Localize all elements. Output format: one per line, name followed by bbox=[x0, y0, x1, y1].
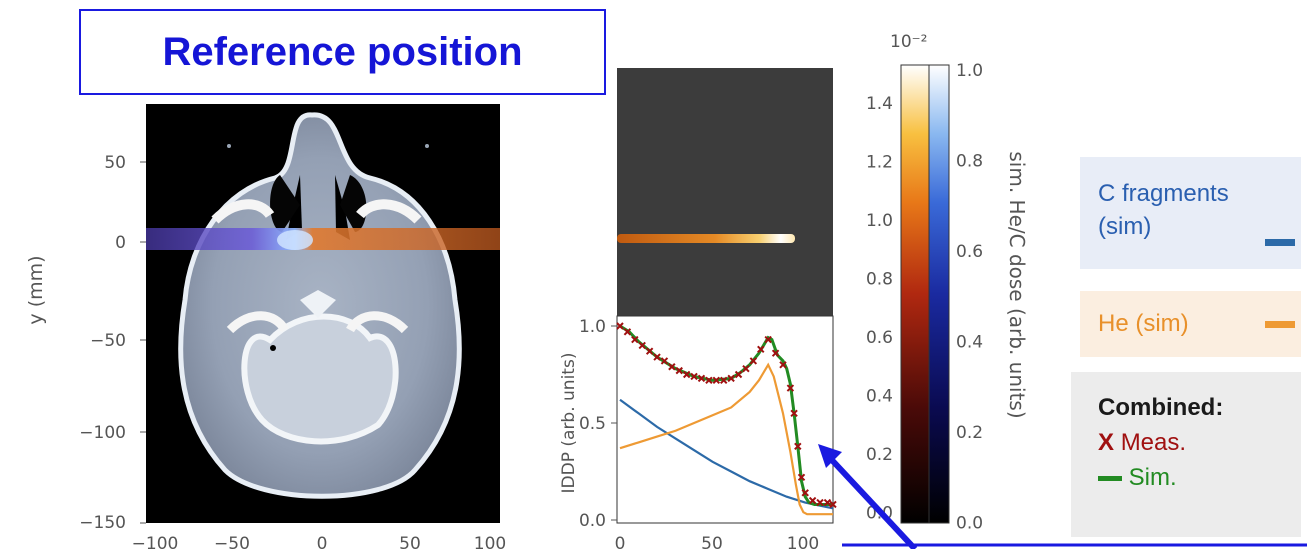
legend-he-swatch bbox=[1265, 321, 1295, 328]
colorbar-right-tick: 1.0 bbox=[956, 61, 983, 81]
meas-point bbox=[749, 357, 758, 365]
colorbar-left-tick: 1.0 bbox=[866, 211, 893, 231]
meas-point bbox=[616, 322, 624, 330]
series-line-sim bbox=[619, 324, 833, 506]
meas-point bbox=[734, 370, 743, 379]
meas-point bbox=[808, 496, 817, 505]
ct-axes: 50 0 −50 −100 −150 −100 −50 0 50 100 y (… bbox=[25, 153, 506, 549]
colorbar-right-tick: 0.2 bbox=[956, 423, 983, 443]
legend-meas-label: Meas. bbox=[1120, 429, 1187, 456]
legend-c-label: C fragments bbox=[1098, 180, 1229, 207]
colorbar: 10⁻² 1.4 1.2 1.0 0.8 0.6 0.4 0.2 0.0 1.0 0.8 0.6 0… bbox=[866, 32, 1029, 534]
colorbar-right-tick: 0.8 bbox=[956, 152, 983, 172]
meas-point bbox=[786, 384, 795, 392]
meas-point bbox=[794, 442, 802, 450]
legend-c-label-2: (sim) bbox=[1098, 213, 1152, 240]
meas-point bbox=[712, 376, 721, 385]
ct-xtick: 50 bbox=[399, 534, 421, 549]
meas-point bbox=[720, 376, 728, 385]
colorbar-left-tick: 0.2 bbox=[866, 445, 893, 465]
legend-combined-title: Combined: bbox=[1098, 394, 1224, 421]
meas-point bbox=[705, 376, 713, 385]
ct-ytick: −150 bbox=[79, 513, 126, 533]
iddp-ytick: 0.5 bbox=[579, 414, 606, 434]
ct-ytick: −50 bbox=[90, 331, 126, 351]
meas-point bbox=[675, 366, 683, 375]
ct-ytick: 0 bbox=[115, 233, 126, 253]
iddp-ylabel: IDDP (arb. units) bbox=[559, 353, 579, 494]
ct-xtick: 100 bbox=[474, 534, 506, 549]
pointer-arrow bbox=[818, 444, 1307, 549]
ct-ylabel: y (mm) bbox=[25, 255, 47, 324]
meas-point bbox=[771, 349, 780, 357]
meas-point bbox=[790, 409, 798, 418]
legend-meas: X Meas. bbox=[1098, 425, 1301, 460]
meas-point bbox=[742, 364, 750, 373]
ct-xtick: −50 bbox=[214, 534, 250, 549]
colorbar-right-tick: 0.6 bbox=[956, 242, 983, 262]
meas-point bbox=[645, 347, 654, 355]
iddp-ytick: 1.0 bbox=[579, 317, 606, 337]
meas-point bbox=[631, 335, 639, 344]
series-line-he-sim bbox=[619, 362, 833, 516]
series-layer bbox=[616, 322, 837, 516]
meas-point bbox=[757, 345, 765, 353]
legend-he: He (sim) bbox=[1080, 291, 1301, 357]
ct-ytick: −100 bbox=[79, 423, 126, 443]
colorbar-right-tick: 0.4 bbox=[956, 333, 983, 353]
colorbar-left-tick: 0.6 bbox=[866, 328, 893, 348]
iddp-xtick: 50 bbox=[701, 534, 723, 549]
meas-point bbox=[653, 353, 661, 361]
colorbar-left-tick: 0.8 bbox=[866, 270, 893, 290]
legend-c-fragments: C fragments (sim) bbox=[1080, 157, 1301, 269]
meas-point bbox=[779, 361, 787, 369]
iddp-chart: 1.0 0.5 0.0 0 50 100 IDDP (arb. units) bbox=[559, 315, 837, 549]
dose-map bbox=[617, 68, 833, 316]
meas-point bbox=[727, 374, 735, 383]
colorbar-left-tick: 0.4 bbox=[866, 387, 893, 407]
meas-point bbox=[660, 357, 669, 365]
meas-point bbox=[764, 335, 772, 344]
meas-x-marker: X bbox=[1098, 429, 1115, 456]
series-line-c-fragments-sim bbox=[619, 398, 834, 510]
figure-title: Reference position bbox=[79, 9, 606, 95]
meas-point bbox=[638, 341, 646, 350]
iddp-xtick: 0 bbox=[615, 534, 626, 549]
ct-xtick: −100 bbox=[132, 534, 179, 549]
ct-ytick: 50 bbox=[104, 153, 126, 173]
meas-point bbox=[829, 500, 837, 509]
colorbar-label: sim. He/C dose (arb. units) bbox=[1005, 151, 1029, 418]
legend-combined: Combined: X Meas. Sim. bbox=[1071, 372, 1301, 537]
legend-he-label: He (sim) bbox=[1098, 310, 1189, 337]
meas-point bbox=[801, 489, 809, 497]
legend-sim: Sim. bbox=[1098, 460, 1301, 495]
meas-point bbox=[797, 473, 806, 482]
meas-point bbox=[816, 498, 824, 507]
meas-point bbox=[682, 370, 691, 379]
sim-line-marker bbox=[1098, 476, 1122, 482]
iddp-ytick: 0.0 bbox=[579, 511, 606, 531]
ct-image bbox=[146, 104, 500, 523]
iddp-xtick: 100 bbox=[787, 534, 819, 549]
legend-sim-label: Sim. bbox=[1128, 464, 1177, 491]
meas-point bbox=[697, 374, 706, 383]
colorbar-right-tick: 0.0 bbox=[956, 514, 983, 534]
meas-point bbox=[668, 363, 676, 371]
colorbar-exponent: 10⁻² bbox=[890, 32, 927, 52]
legend-c-swatch bbox=[1265, 239, 1295, 246]
meas-point bbox=[690, 372, 698, 381]
colorbar-left-tick: 1.4 bbox=[866, 94, 893, 114]
colorbar-left-tick: 1.2 bbox=[866, 153, 893, 173]
ct-xtick: 0 bbox=[317, 534, 328, 549]
meas-point bbox=[623, 328, 632, 336]
meas-point bbox=[823, 498, 832, 507]
